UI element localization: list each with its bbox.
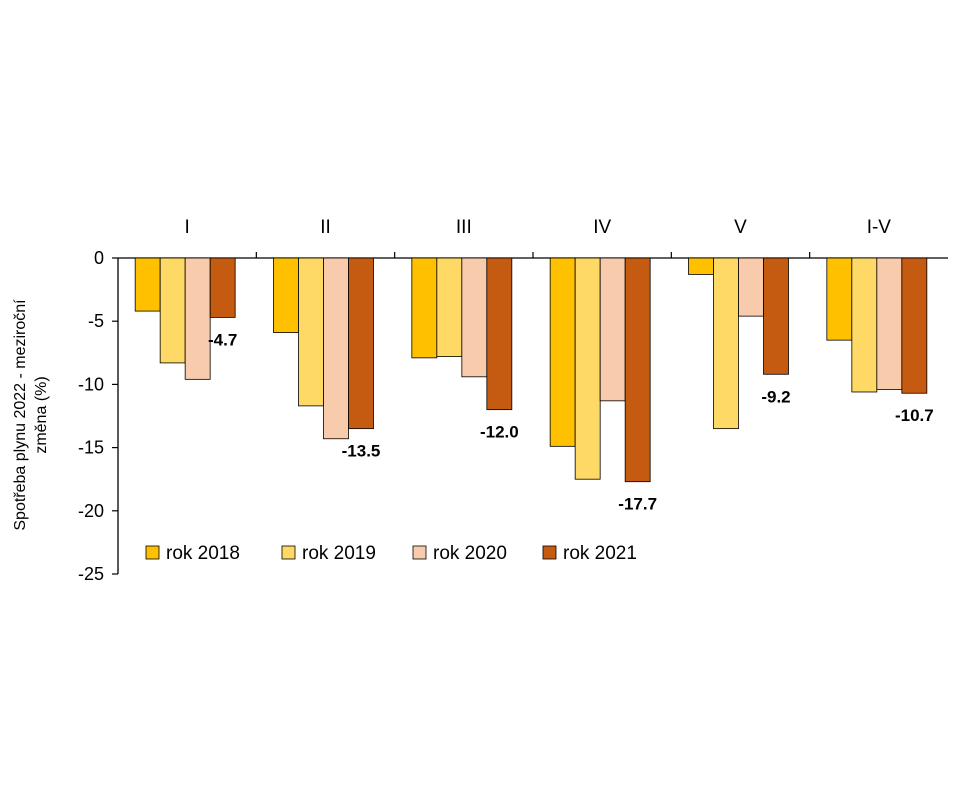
- y-tick-label: -15: [78, 438, 104, 458]
- y-tick-label: -25: [78, 564, 104, 584]
- bar: [411, 257, 438, 359]
- bar: [738, 257, 764, 317]
- bar: [826, 257, 853, 341]
- bar: [323, 257, 349, 440]
- data-label: -12.0: [480, 423, 519, 442]
- data-label: -10.7: [895, 406, 934, 425]
- bar: [273, 257, 299, 333]
- y-axis-title: Spotřeba plynu 2022 - meziroční změna (%…: [12, 299, 50, 531]
- y-axis-title-line-1: Spotřeba plynu 2022 - meziroční: [12, 299, 29, 531]
- category-label: III: [456, 217, 472, 238]
- data-label: -17.7: [618, 495, 657, 514]
- bar: [159, 257, 186, 364]
- bar: [298, 257, 324, 407]
- data-label: -4.7: [208, 330, 237, 349]
- category-label: IV: [593, 217, 611, 238]
- legend-entry: rok 2021: [563, 543, 637, 564]
- bar: [851, 257, 878, 393]
- bar: [599, 257, 626, 402]
- y-tick-label: 0: [94, 248, 104, 268]
- data-labels: -4.7 -13.5 -12.0 -17.7 -9.2 -10.7: [208, 330, 934, 513]
- bar: [763, 257, 789, 375]
- bar: [134, 257, 161, 312]
- bar: [574, 257, 601, 480]
- legend: rok 2018 rok 2019 rok 2020 rok 2021: [145, 543, 637, 564]
- bar: [549, 257, 576, 447]
- category-label: II: [320, 217, 331, 238]
- data-label: -9.2: [761, 387, 790, 406]
- legend-entry: rok 2019: [302, 543, 376, 564]
- bar: [688, 257, 714, 275]
- category-label: I-V: [867, 217, 892, 238]
- bar: [209, 257, 236, 318]
- y-axis-title-line-2: změna (%): [33, 376, 50, 453]
- legend-swatch: [542, 545, 557, 560]
- y-tick-label: -10: [78, 374, 104, 394]
- axes: [117, 252, 948, 574]
- category-labels: I II III IV V I-V: [185, 217, 892, 238]
- category-label: I: [185, 217, 190, 238]
- y-tick-label: -5: [88, 311, 104, 331]
- bar: [486, 257, 513, 411]
- bar: [901, 257, 928, 394]
- bar: [436, 257, 463, 357]
- category-label: V: [734, 217, 747, 238]
- bar: [184, 257, 211, 380]
- bar: [461, 257, 488, 378]
- bar: [348, 257, 374, 430]
- legend-swatch: [281, 545, 296, 560]
- y-tick-label: -20: [78, 501, 104, 521]
- y-axis-ticks: 0 -5 -10 -15 -20 -25: [78, 248, 118, 584]
- legend-swatch: [412, 545, 427, 560]
- legend-swatch: [145, 545, 160, 560]
- legend-entry: rok 2018: [166, 543, 240, 564]
- bar: [713, 257, 739, 430]
- bar: [624, 257, 651, 483]
- bars: [134, 257, 928, 483]
- legend-entry: rok 2020: [433, 543, 507, 564]
- data-label: -13.5: [342, 442, 381, 461]
- bar: [876, 257, 903, 390]
